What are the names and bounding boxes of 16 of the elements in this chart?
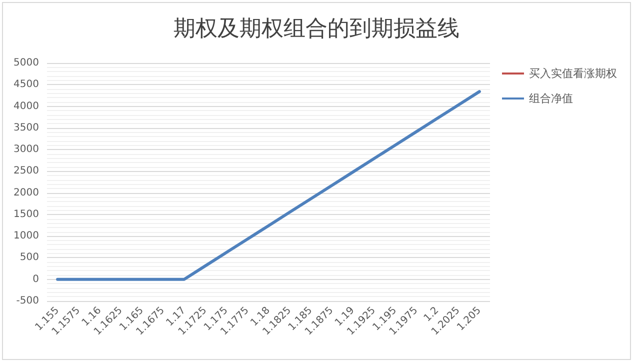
y-tick-label: 4500 [14,79,39,90]
y-tick-label: 3000 [14,144,39,156]
y-tick-label: 4000 [14,100,39,112]
legend-label: 买入实值看涨期权 [529,67,617,80]
legend-label: 组合净值 [529,92,573,105]
y-tick-label: 500 [20,252,39,264]
y-tick-label: 0 [32,274,39,285]
y-tick-label: 1000 [14,230,39,242]
chart-title: 期权及期权组合的到期损益线 [174,16,460,42]
y-tick-label: 1500 [14,208,39,220]
y-tick-label: 5000 [14,58,39,68]
y-tick-label: -500 [16,296,39,306]
line-series [56,90,481,281]
y-tick-label: 3500 [14,122,39,134]
y-tick-label: 2500 [14,166,39,177]
y-tick-label: 2000 [14,187,39,198]
